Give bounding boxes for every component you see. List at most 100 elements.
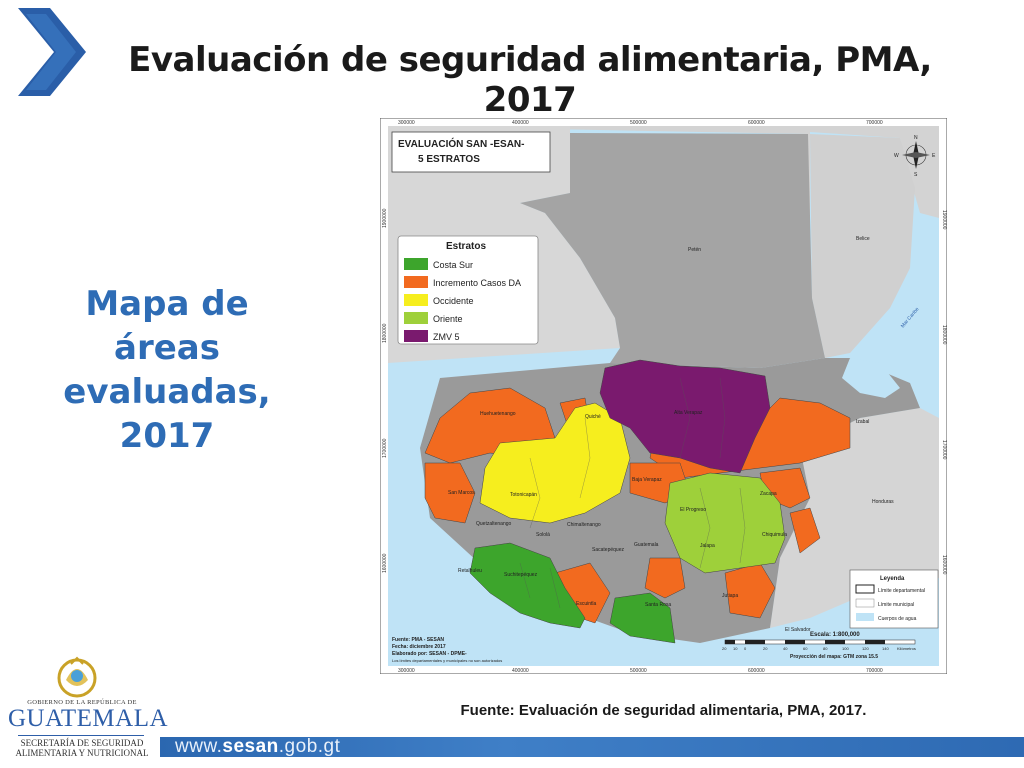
label-retalhuleu: Retalhuleu bbox=[458, 568, 482, 574]
footer-bar bbox=[160, 737, 1024, 757]
belize-land bbox=[810, 134, 915, 358]
peten-region bbox=[520, 133, 825, 368]
label-peten: Petén bbox=[688, 247, 701, 253]
label-chiquimula: Chiquimula bbox=[762, 532, 787, 538]
label-chimaltenango: Chimaltenango bbox=[567, 522, 601, 528]
strata-map: 300000 400000 500000 600000 700000 30000… bbox=[380, 118, 947, 674]
left-tick: 1600000 bbox=[382, 553, 388, 573]
legend-item-dep-limit: Límite departamental bbox=[878, 588, 925, 594]
scale-tick: 120 bbox=[862, 646, 869, 651]
top-tick: 600000 bbox=[748, 120, 765, 126]
label-honduras: Honduras bbox=[872, 499, 894, 505]
bottom-tick: 300000 bbox=[398, 668, 415, 674]
bottom-tick: 500000 bbox=[630, 668, 647, 674]
right-tick: 1700000 bbox=[941, 440, 947, 460]
left-tick: 1800000 bbox=[382, 323, 388, 343]
gov-sub-line: SECRETARÍA DE SEGURIDAD bbox=[20, 738, 144, 748]
label-belice: Belice bbox=[856, 236, 870, 242]
info-line: Los límites departamentales y municipale… bbox=[392, 658, 502, 663]
label-baja-verapaz: Baja Verapaz bbox=[632, 477, 662, 483]
scale-tick: 140 bbox=[882, 646, 889, 651]
stratum-occidente bbox=[479, 402, 631, 524]
left-tick: 1900000 bbox=[382, 208, 388, 228]
scale-text: Escala: 1:800,000 bbox=[810, 632, 860, 638]
top-tick: 500000 bbox=[630, 120, 647, 126]
legend-item-water: Cuerpos de agua bbox=[878, 616, 917, 622]
label-sacatepequez: Sacatepéquez bbox=[592, 547, 624, 553]
label-san-marcos: San Marcos bbox=[448, 490, 475, 496]
label-izabal: Izabal bbox=[856, 419, 869, 425]
stratum-incremento-santarosa bbox=[644, 557, 686, 599]
info-line: Fuente: PMA - SESAN bbox=[392, 637, 444, 643]
strata-legend: Estratos Costa Sur Incremento Casos DA O… bbox=[397, 235, 539, 345]
legend-item-oriente: Oriente bbox=[433, 314, 463, 324]
legend-item-zmv5: ZMV 5 bbox=[433, 332, 460, 342]
left-heading-line: 2017 bbox=[119, 416, 215, 456]
general-legend-title: Leyenda bbox=[880, 576, 905, 582]
scale-tick: 10 bbox=[733, 646, 738, 651]
legend-item-mun-limit: Límite municipal bbox=[878, 602, 914, 608]
scale-tick: 0 bbox=[744, 646, 747, 651]
compass-s: S bbox=[914, 172, 918, 178]
scale-unit: Kilómetros bbox=[897, 646, 916, 651]
footer-url: www.sesan.gob.gt bbox=[175, 736, 340, 758]
general-legend: Leyenda Límite departamental Límite muni… bbox=[849, 569, 939, 629]
swatch-zmv5 bbox=[404, 330, 428, 342]
label-suchitepequez: Suchitepéquez bbox=[504, 572, 538, 578]
gov-name: GUATEMALA bbox=[8, 705, 169, 732]
scale-tick: 20 bbox=[722, 646, 727, 651]
url-bold: sesan bbox=[222, 736, 279, 757]
legend-item-occidente: Occidente bbox=[433, 296, 474, 306]
legend-item-costa-sur: Costa Sur bbox=[433, 260, 473, 270]
top-tick: 700000 bbox=[866, 120, 883, 126]
label-totonicapan: Totonicapán bbox=[510, 492, 537, 498]
compass-n: N bbox=[914, 135, 918, 141]
chevron-logo-icon bbox=[18, 8, 86, 96]
swatch-costa-sur bbox=[404, 258, 428, 270]
gov-divider bbox=[18, 735, 144, 736]
gov-subtitle: SECRETARÍA DE SEGURIDAD ALIMENTARIA Y NU… bbox=[14, 738, 150, 758]
top-tick: 400000 bbox=[512, 120, 529, 126]
strata-legend-title: Estratos bbox=[446, 241, 486, 252]
stratum-oriente bbox=[664, 472, 786, 574]
right-tick: 1900000 bbox=[941, 210, 947, 230]
stratum-zmv5 bbox=[599, 359, 771, 474]
info-line: Elaborado por: SESAN - DPME- bbox=[392, 651, 467, 657]
compass-rose-icon: N S E W bbox=[894, 135, 936, 178]
url-suffix: .gob.gt bbox=[278, 736, 341, 757]
label-quetzaltenango: Quetzaltenango bbox=[476, 521, 512, 527]
scale-tick: 80 bbox=[823, 646, 828, 651]
bottom-tick: 600000 bbox=[748, 668, 765, 674]
left-heading: Mapa de áreas evaluadas, 2017 bbox=[62, 282, 272, 458]
gov-sub-line: ALIMENTARIA Y NUTRICIONAL bbox=[15, 748, 149, 758]
url-prefix: www. bbox=[175, 736, 223, 757]
label-guatemala: Guatemala bbox=[634, 542, 659, 548]
map-title-line2: 5 ESTRATOS bbox=[418, 154, 480, 165]
label-alta-verapaz: Alta Verapaz bbox=[674, 410, 703, 416]
swatch-occidente bbox=[404, 294, 428, 306]
stratum-incremento-chiquimula bbox=[789, 507, 821, 554]
swatch-oriente bbox=[404, 312, 428, 324]
slide-title: Evaluación de seguridad alimentaria, PMA… bbox=[128, 40, 932, 120]
compass-w: W bbox=[894, 153, 899, 159]
left-tick: 1700000 bbox=[382, 438, 388, 458]
scale-tick: 40 bbox=[783, 646, 788, 651]
info-line: Fecha: diciembre 2017 bbox=[392, 644, 446, 650]
projection-text: Proyección del mapa: GTM zona 15.5 bbox=[790, 654, 878, 660]
stratum-costa-sur-east bbox=[609, 592, 676, 644]
scale-tick: 20 bbox=[763, 646, 768, 651]
label-santa-rosa: Santa Rosa bbox=[645, 602, 671, 608]
coat-of-arms-icon bbox=[57, 656, 97, 698]
label-el-salvador: El Salvador bbox=[785, 627, 811, 633]
source-caption: Fuente: Evaluación de seguridad alimenta… bbox=[460, 702, 867, 719]
label-zacapa: Zacapa bbox=[760, 491, 777, 497]
label-solola: Sololá bbox=[536, 532, 550, 538]
bottom-tick: 700000 bbox=[866, 668, 883, 674]
label-quiche: Quiché bbox=[585, 414, 601, 420]
gov-line: GOBIERNO DE LA REPÚBLICA DE bbox=[27, 699, 137, 706]
label-el-progreso: El Progreso bbox=[680, 507, 706, 513]
legend-item-incremento: Incremento Casos DA bbox=[433, 278, 521, 288]
bay-water bbox=[842, 358, 900, 398]
label-jalapa: Jalapa bbox=[700, 543, 715, 549]
label-jutiapa: Jutiapa bbox=[722, 593, 738, 599]
